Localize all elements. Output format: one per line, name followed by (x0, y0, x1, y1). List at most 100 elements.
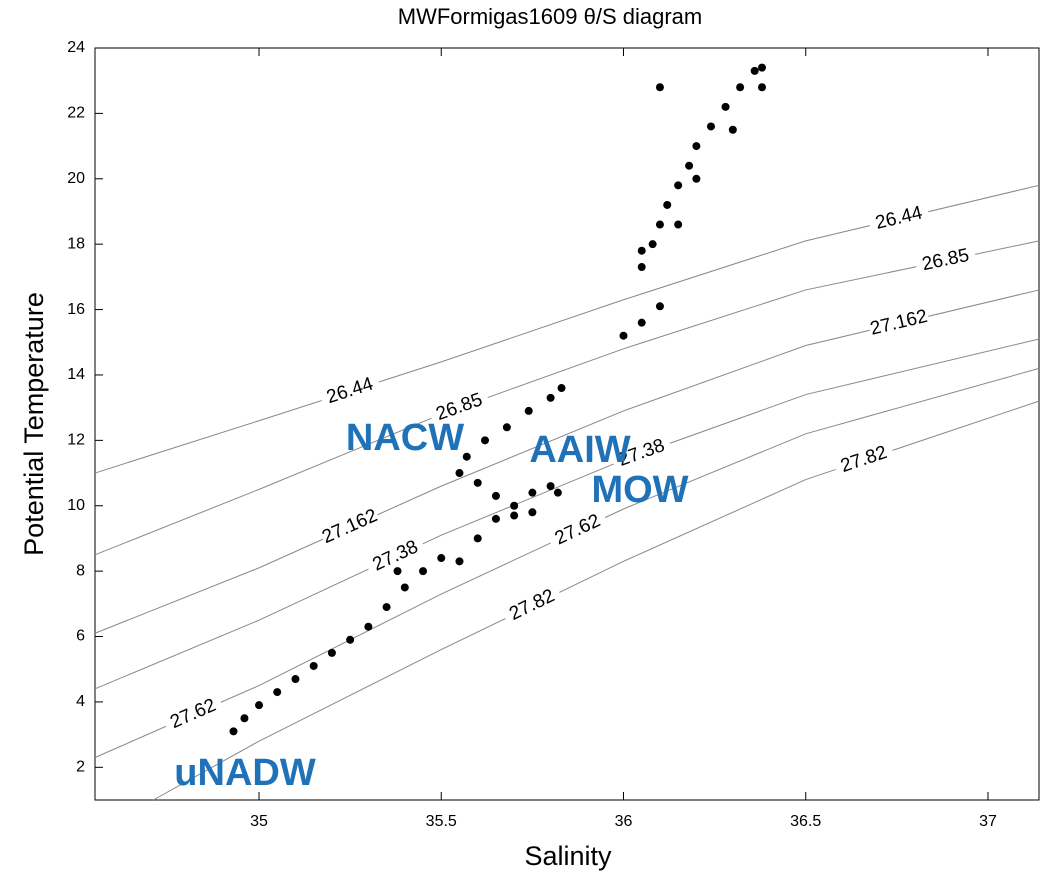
data-point (382, 603, 391, 612)
data-point (637, 263, 646, 272)
data-point (364, 622, 373, 631)
y-tick-label: 4 (76, 693, 85, 710)
data-point (291, 675, 300, 684)
isopycnal-label: 27.82 (506, 585, 558, 625)
data-point (510, 501, 519, 510)
y-tick-label: 20 (67, 170, 85, 187)
data-point (685, 161, 694, 170)
data-point (728, 125, 737, 134)
data-point (255, 701, 264, 710)
data-point (393, 567, 402, 576)
data-point (455, 469, 464, 478)
y-tick-label: 16 (67, 301, 85, 318)
data-point (528, 488, 537, 497)
isopycnal-label-bg (500, 582, 565, 629)
data-point (637, 246, 646, 255)
data-point (437, 554, 446, 563)
isopycnal (94, 338, 1040, 690)
data-point (462, 452, 471, 461)
isopycnal-label: 27.62 (167, 695, 219, 733)
data-point (510, 511, 519, 520)
isopycnal (94, 184, 1040, 474)
isopycnal-label: 26.44 (324, 373, 376, 408)
data-point (674, 181, 683, 190)
isopycnal-label-bg (363, 533, 428, 580)
isopycnal-label: 27.82 (838, 442, 890, 477)
isopycnal-label-bg (318, 371, 383, 411)
chart-title: MWFormigas1609 θ/S diagram (398, 4, 702, 29)
isopycnal-label: 27.162 (319, 505, 381, 548)
isopycnal (94, 367, 1040, 758)
data-point (546, 393, 555, 402)
data-point (674, 220, 683, 229)
isopycnal-label: 27.162 (868, 306, 929, 340)
x-tick-label: 37 (979, 813, 997, 830)
data-point (663, 200, 672, 209)
data-point (528, 508, 537, 517)
data-point (480, 436, 489, 445)
data-point (346, 635, 355, 644)
data-point (229, 727, 238, 736)
data-point (757, 83, 766, 92)
data-point (736, 83, 745, 92)
y-tick-label: 12 (67, 432, 85, 449)
data-point (655, 83, 664, 92)
data-point (524, 406, 533, 415)
data-point (553, 488, 562, 497)
isopycnal-label: 27.62 (552, 510, 604, 549)
data-point (648, 240, 657, 249)
data-point (546, 482, 555, 491)
y-tick-label: 22 (67, 105, 85, 122)
y-tick-label: 6 (76, 628, 85, 645)
x-tick-label: 35.5 (426, 813, 457, 830)
x-tick-label: 35 (250, 813, 268, 830)
isopycnal-label-bg (609, 432, 674, 474)
data-point (502, 423, 511, 432)
data-point (757, 63, 766, 72)
isopycnal-label-bg (427, 387, 492, 429)
data-point (557, 384, 566, 393)
data-point (455, 557, 464, 566)
data-point (637, 318, 646, 327)
data-point (473, 534, 482, 543)
y-axis-label: Potential Temperature (19, 292, 49, 556)
isopycnal (94, 240, 1040, 556)
data-point (706, 122, 715, 131)
y-tick-label: 24 (67, 39, 85, 56)
data-point (491, 514, 500, 523)
data-point (400, 583, 409, 592)
isopycnal-label: 26.85 (920, 245, 971, 275)
y-tick-label: 10 (67, 497, 85, 514)
isopycnal-label-bg (161, 692, 226, 737)
data-point (655, 220, 664, 229)
data-point (692, 142, 701, 151)
data-point (721, 102, 730, 111)
data-point (750, 66, 759, 75)
isopycnal-label-bg (914, 243, 978, 278)
isopycnal-label-bg (867, 201, 931, 237)
y-tick-label: 18 (67, 235, 85, 252)
data-point (491, 491, 500, 500)
x-tick-label: 36.5 (790, 813, 821, 830)
isopycnal (94, 289, 1040, 634)
isopycnal-label-bg (318, 504, 383, 550)
y-tick-label: 14 (67, 366, 85, 383)
water-mass-label: MOW (591, 469, 688, 511)
water-mass-label: uNADW (174, 752, 316, 794)
isopycnal-label-bg (546, 507, 610, 553)
x-tick-label: 36 (615, 813, 633, 830)
data-point (419, 567, 428, 576)
data-point (473, 478, 482, 487)
water-mass-label: AAIW (529, 429, 630, 471)
y-tick-label: 8 (76, 562, 85, 579)
data-point (619, 331, 628, 340)
data-point (655, 302, 664, 311)
data-point (692, 174, 701, 183)
x-axis-label: Salinity (524, 841, 612, 871)
data-point (273, 688, 282, 697)
water-mass-label: NACW (346, 417, 464, 459)
isopycnal-label-bg (867, 305, 931, 341)
data-point (327, 648, 336, 657)
data-point (309, 661, 318, 670)
